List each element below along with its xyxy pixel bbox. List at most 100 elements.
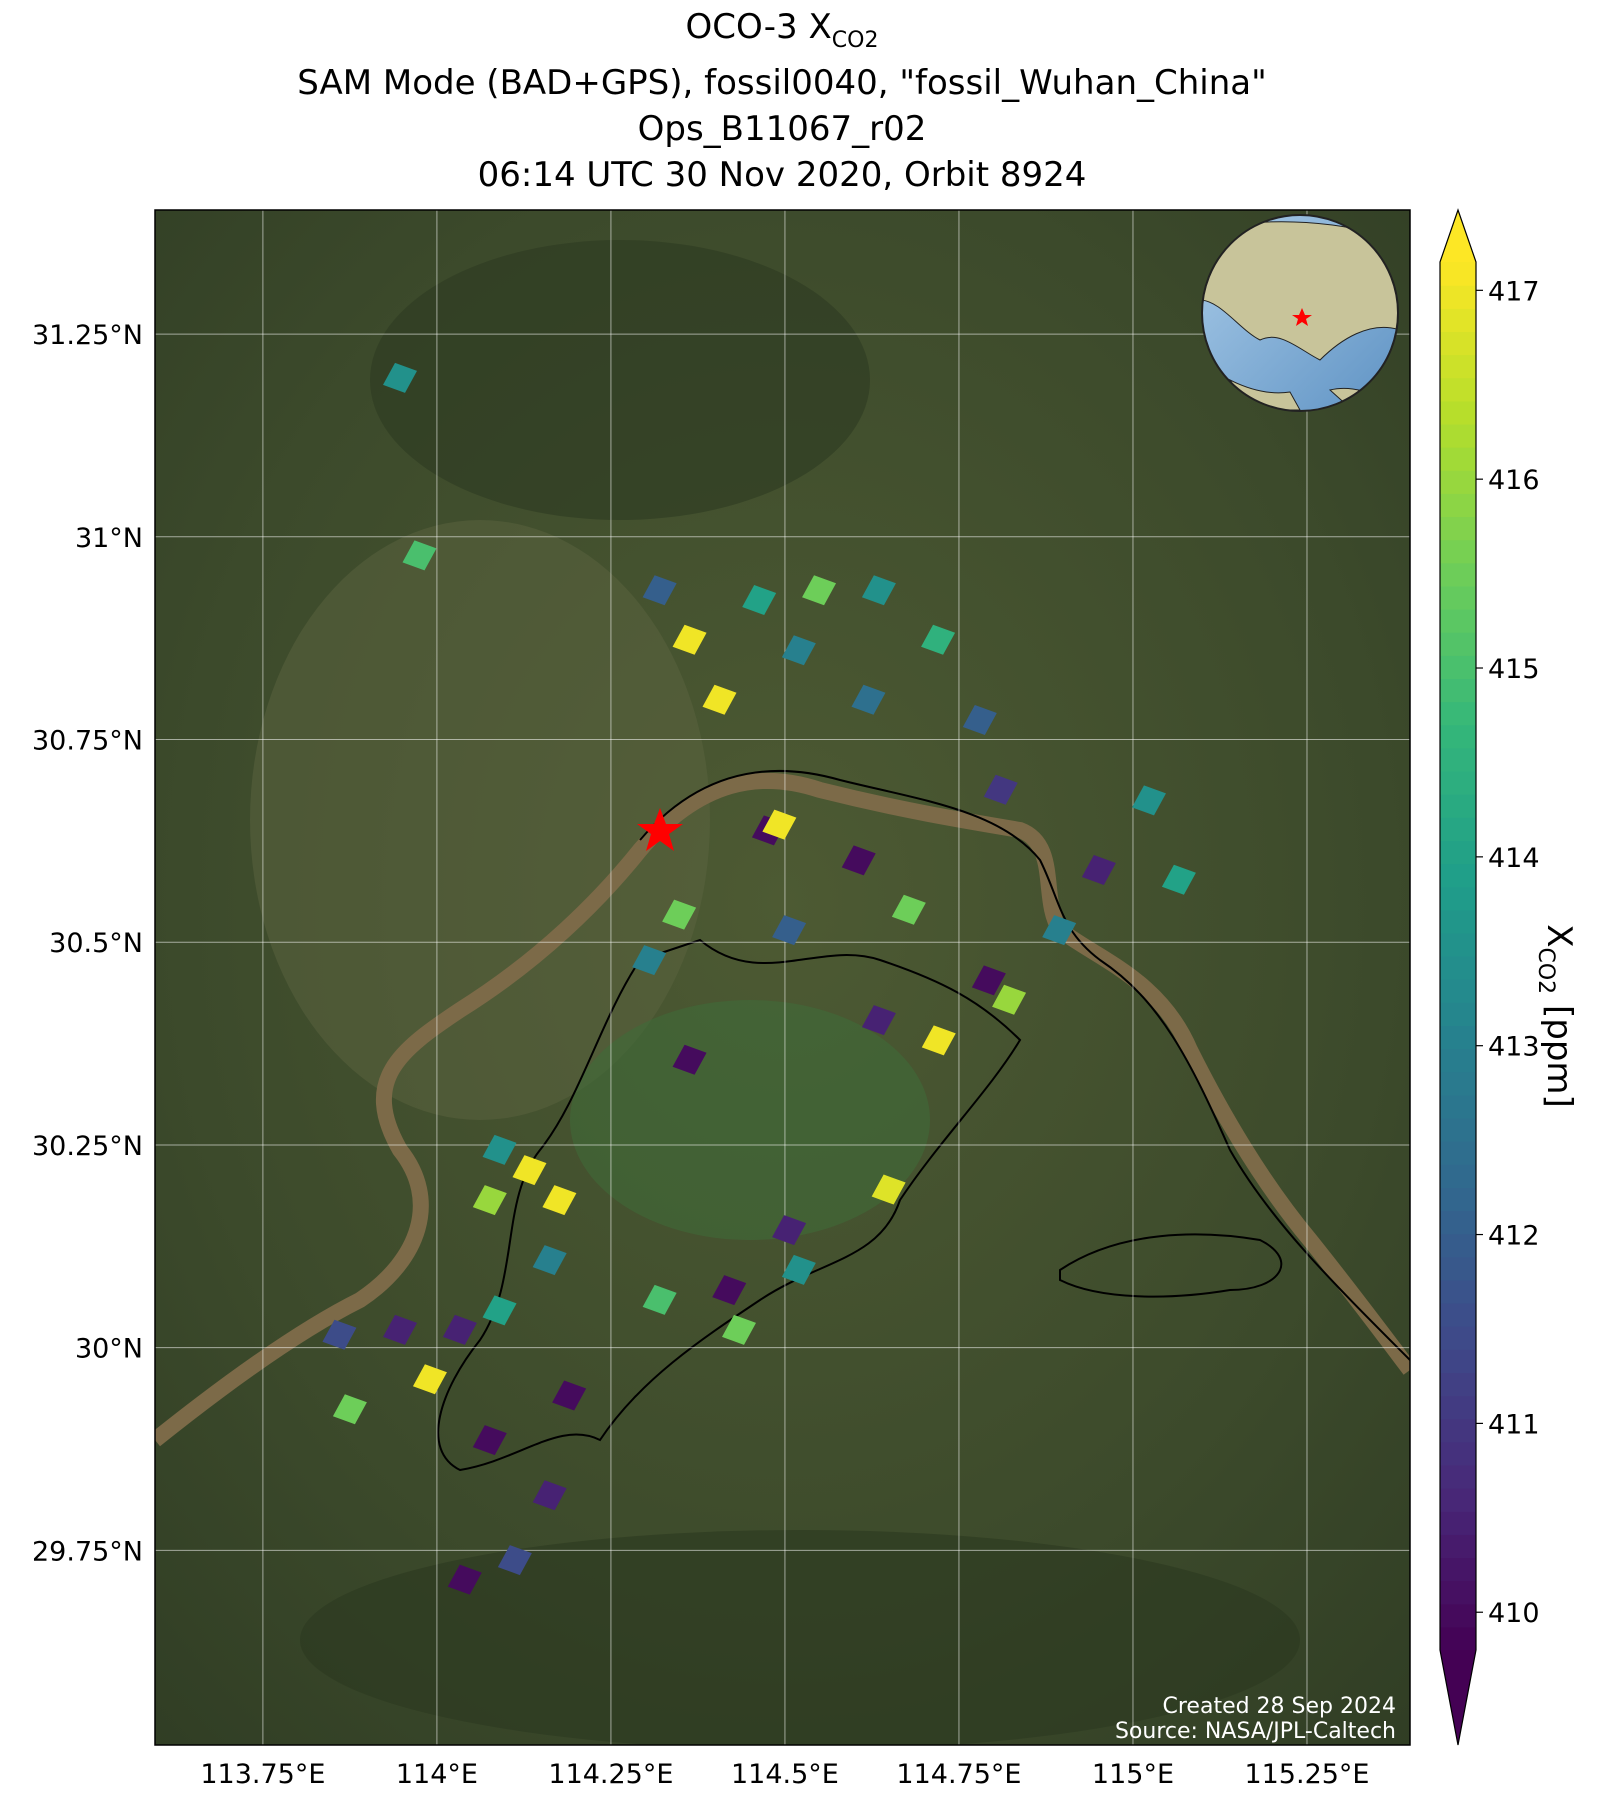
colorbar-segment — [1440, 1372, 1476, 1397]
sounding-cell — [702, 684, 737, 715]
x-tick-label: 115°E — [1092, 1759, 1174, 1790]
colorbar-segment — [1440, 1002, 1476, 1026]
x-tick-label: 113.75°E — [200, 1759, 325, 1790]
colorbar-extend-bottom — [1440, 1650, 1476, 1745]
sounding-cell — [472, 1425, 507, 1456]
colorbar-label-sub: CO2 — [1533, 947, 1558, 994]
colorbar-extend-top — [1440, 210, 1476, 262]
sounding-cell — [712, 1275, 747, 1306]
colorbar-segment — [1440, 1488, 1476, 1512]
colorbar-segment — [1440, 1580, 1476, 1605]
globe-star — [1292, 308, 1312, 326]
colorbar-segment — [1440, 1233, 1476, 1258]
sounding-cell — [992, 984, 1027, 1015]
colorbar-segment — [1440, 470, 1476, 494]
y-tick-label: 31°N — [75, 523, 143, 554]
sounding-cell — [971, 965, 1006, 996]
river — [155, 772, 1410, 1447]
y-tick-label: 29.75°N — [32, 1536, 143, 1567]
colorbar-segment — [1440, 1117, 1476, 1142]
colorbar-segment — [1440, 724, 1476, 749]
sounding-cell — [1042, 915, 1077, 946]
colorbar-segment — [1440, 285, 1476, 309]
colorbar-segment — [1440, 516, 1476, 541]
x-tick-label: 114.25°E — [548, 1759, 673, 1790]
sounding-cell — [497, 1545, 532, 1576]
colorbar-segment — [1440, 1210, 1476, 1235]
colorbar-segment — [1440, 1164, 1476, 1188]
colorbar-segment — [1440, 1256, 1476, 1281]
colorbar-segment — [1440, 817, 1476, 841]
sounding-cell — [672, 624, 707, 655]
y-tick-label: 30.75°N — [32, 726, 143, 757]
sounding-cell — [442, 1314, 477, 1345]
colorbar-segment — [1440, 1557, 1476, 1582]
sounding-cell — [542, 1185, 577, 1216]
title-main: OCO-3 XCO2 — [686, 7, 879, 53]
colorbar-segment — [1440, 354, 1476, 379]
lake-outline — [437, 938, 1022, 1472]
sounding-cell — [472, 1185, 507, 1216]
colorbar-segment — [1440, 1303, 1476, 1327]
globe-land — [1202, 221, 1398, 361]
colorbar-segment — [1440, 447, 1476, 471]
sounding-cell — [921, 624, 956, 655]
colorbar-segment — [1440, 493, 1476, 518]
x-tick-label: 115.25°E — [1244, 1759, 1369, 1790]
sounding-cell — [383, 1314, 418, 1345]
colorbar-segment — [1440, 655, 1476, 679]
title-line: 06:14 UTC 30 Nov 2020, Orbit 8924 — [478, 155, 1087, 195]
colorbar-segment — [1440, 979, 1476, 1003]
sounding-cell — [802, 575, 837, 606]
sounding-cell — [632, 945, 667, 976]
sounding-cell — [642, 575, 677, 606]
colorbar-tick-label: 410 — [1488, 1598, 1540, 1629]
sounding-cell — [1081, 855, 1116, 886]
colorbar-segment — [1440, 794, 1476, 818]
colorbar-segment — [1440, 770, 1476, 795]
sounding-cell — [772, 1215, 807, 1246]
sounding-cell — [482, 1134, 517, 1165]
colorbar-tick-label: 417 — [1488, 276, 1540, 307]
title-main-text: OCO-3 X — [686, 7, 832, 47]
grid — [155, 210, 1410, 1745]
colorbar-label-text: X — [1539, 924, 1579, 947]
colorbar-segment — [1440, 1187, 1476, 1212]
colorbar-segment — [1440, 1441, 1476, 1466]
sounding-cell — [447, 1564, 482, 1595]
colorbar-segment — [1440, 308, 1476, 332]
colorbar-segment — [1440, 400, 1476, 425]
colorbar-segment — [1440, 377, 1476, 402]
colorbar-segment — [1440, 1071, 1476, 1096]
sounding-cell — [772, 915, 807, 946]
sounding-cell — [781, 635, 816, 666]
colorbar-segment — [1440, 585, 1476, 610]
footnote: Created 28 Sep 2024 — [1163, 1694, 1397, 1719]
colorbar-segment — [1440, 886, 1476, 911]
y-tick-label: 30.25°N — [32, 1131, 143, 1162]
colorbar-segment — [1440, 1279, 1476, 1304]
y-tick-label: 30°N — [75, 1334, 143, 1365]
sounding-cell — [983, 774, 1018, 805]
sounding-cell — [871, 1174, 906, 1205]
title-line: SAM Mode (BAD+GPS), fossil0040, "fossil_… — [297, 63, 1267, 103]
sounding-cell — [512, 1155, 547, 1186]
colorbar-segment — [1440, 1395, 1476, 1420]
colorbar-segment — [1440, 1511, 1476, 1535]
colorbar-segment — [1440, 539, 1476, 564]
site-star — [637, 808, 683, 851]
colorbar-label-unit: [ppm] — [1539, 994, 1579, 1108]
sounding-cell — [672, 1044, 707, 1075]
y-tick-label: 30.5°N — [49, 928, 143, 959]
colorbar-segment — [1440, 262, 1476, 286]
sounding-cell — [402, 540, 437, 571]
y-tick-label: 31.25°N — [32, 320, 143, 351]
sounding-cell — [721, 1314, 756, 1345]
colorbar-segment — [1440, 632, 1476, 656]
colorbar-segment — [1440, 1048, 1476, 1073]
colorbar-segment — [1440, 1603, 1476, 1628]
sounding-cell — [532, 1245, 567, 1276]
x-tick-label: 114°E — [396, 1759, 478, 1790]
colorbar-segment — [1440, 609, 1476, 633]
sounding-cell — [781, 1254, 816, 1285]
